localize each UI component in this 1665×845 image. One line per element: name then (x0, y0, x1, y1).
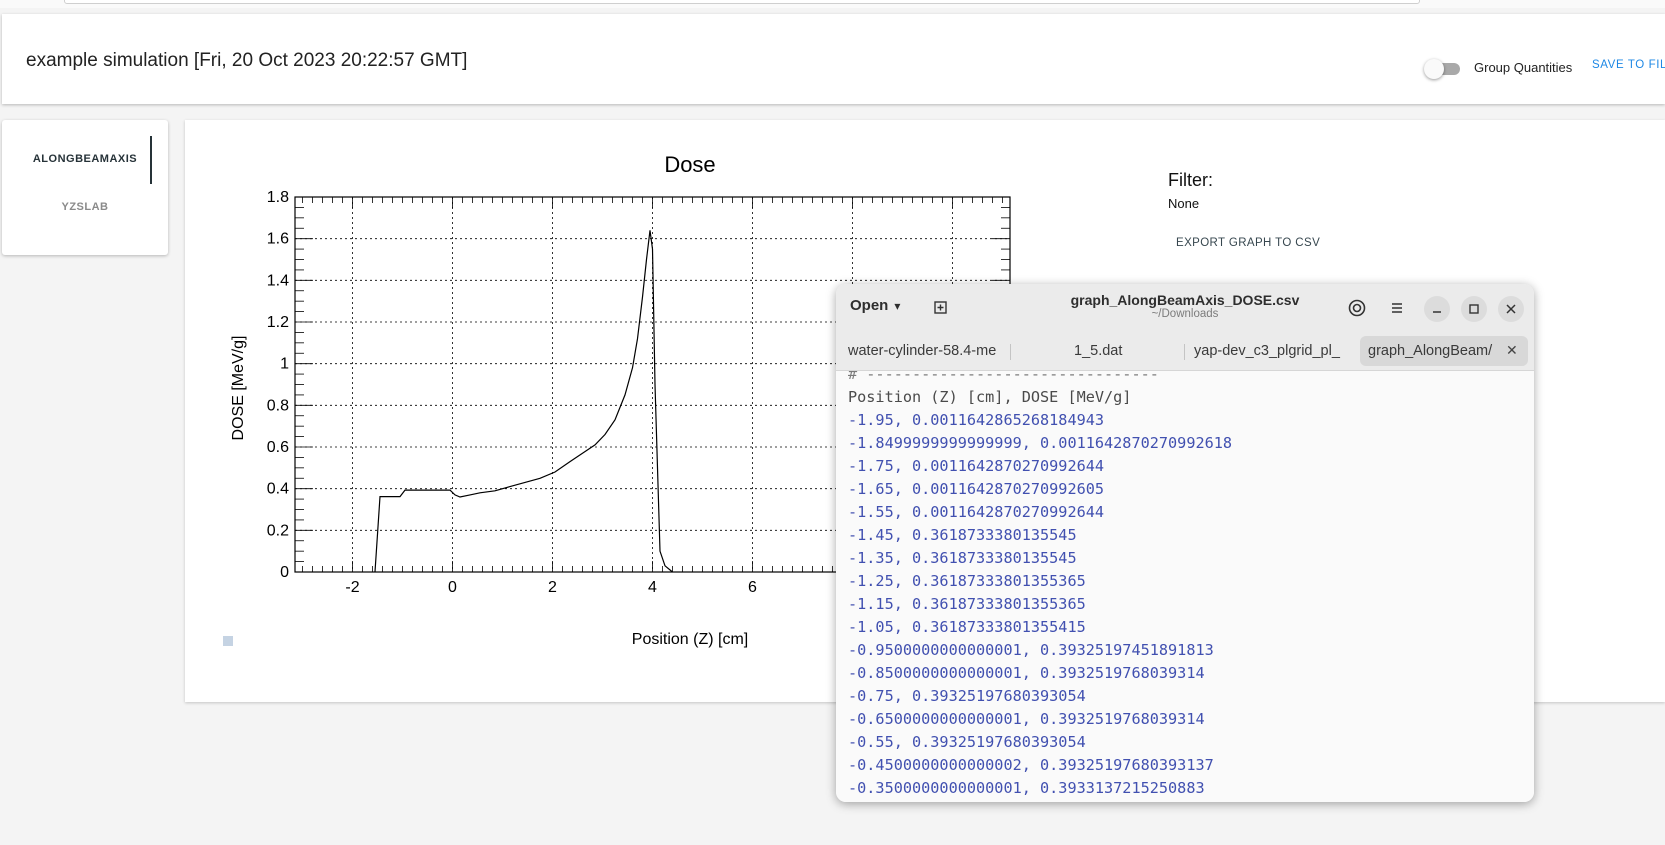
x-tick-label: 6 (748, 579, 757, 596)
x-tick-label: 4 (648, 579, 657, 596)
y-tick-label: 0.6 (267, 439, 289, 456)
y-tick-label: 1 (280, 356, 289, 373)
y-tick-label: 0.4 (267, 481, 289, 498)
csv-data-line: -0.9500000000000001, 0.39325197451891813 (848, 641, 1214, 659)
x-tick-label: -2 (345, 579, 359, 596)
editor-filepath: ~/Downloads (1151, 308, 1219, 320)
csv-data-line: -1.35, 0.3618733380135545 (848, 549, 1077, 567)
csv-data-line: -0.55, 0.39325197680393054 (848, 733, 1086, 751)
settings-icon[interactable] (1345, 296, 1369, 320)
csv-data-line: -0.8500000000000001, 0.3932519768039314 (848, 664, 1205, 682)
legend-marker (223, 636, 233, 646)
text-editor-window: Open ▾ graph_AlongBeamAxis_DOSE.csv ~/Dow… (836, 284, 1534, 802)
tab-separator (1010, 344, 1011, 360)
toggle-thumb (1424, 59, 1444, 79)
new-tab-icon[interactable] (932, 298, 950, 316)
y-axis-label: DOSE [MeV/g] (230, 336, 247, 441)
chart-title: Dose (664, 152, 715, 177)
open-button-label: Open (850, 297, 889, 314)
csv-data-line: -0.75, 0.39325197680393054 (848, 687, 1086, 705)
export-graph-csv-button[interactable]: EXPORT GRAPH TO CSV (1176, 237, 1321, 249)
csv-data-line: -0.6500000000000001, 0.3932519768039314 (848, 710, 1205, 728)
tab-alongbeamaxis[interactable]: ALONGBEAMAXIS (32, 153, 138, 165)
minimize-icon (1433, 311, 1441, 313)
tab-yzslab[interactable]: YZSLAB (61, 201, 109, 213)
editor-tab-bar: water-cylinder-58.4-me 1_5.dat yap-dev_c… (836, 330, 1534, 371)
filter-title: Filter: (1168, 170, 1213, 190)
save-to-file-button[interactable]: SAVE TO FILE (1592, 59, 1665, 71)
csv-content: # -------------------------------- Positi… (848, 371, 1232, 800)
editor-tab-4-label: graph_AlongBeam/ (1368, 343, 1493, 359)
editor-tab-3[interactable]: yap-dev_c3_plgrid_pl_ (1194, 343, 1340, 359)
editor-tab-2[interactable]: 1_5.dat (1074, 343, 1123, 359)
open-button[interactable]: Open ▾ (850, 297, 900, 314)
csv-data-line: -1.65, 0.0011642870270992605 (848, 480, 1105, 498)
editor-tab-1[interactable]: water-cylinder-58.4-me (848, 343, 997, 359)
csv-data-line: -1.95, 0.0011642865268184943 (848, 411, 1105, 429)
menu-icon[interactable] (1385, 296, 1409, 320)
close-button[interactable] (1498, 296, 1524, 322)
editor-text-area[interactable]: # -------------------------------- Positi… (836, 371, 1534, 802)
close-tab-icon[interactable]: ✕ (1506, 342, 1518, 358)
maximize-icon (1469, 304, 1479, 314)
csv-data-line: -1.05, 0.36187333801355415 (848, 618, 1086, 636)
minimize-button[interactable] (1424, 296, 1450, 322)
y-tick-label: 0 (280, 564, 289, 581)
csv-data-line: -1.45, 0.3618733380135545 (848, 526, 1077, 544)
maximize-button[interactable] (1461, 296, 1487, 322)
editor-tab-active[interactable]: graph_AlongBeam/ (1360, 336, 1528, 366)
estimator-tabs: ALONGBEAMAXIS YZSLAB (2, 120, 168, 255)
x-tick-label: 2 (548, 579, 557, 596)
csv-header-line: Position (Z) [cm], DOSE [MeV/g] (848, 388, 1132, 406)
csv-data-line: -1.8499999999999999, 0.00116428702709926… (848, 434, 1233, 452)
chart-tick-labels: -2 0 2 4 6 0 0.2 0.4 0.6 0.8 1 1.2 1.4 1.6 1.8 (267, 189, 757, 596)
y-tick-label: 1.2 (267, 314, 289, 331)
y-tick-label: 0.8 (267, 397, 289, 414)
series-line-dose (374, 230, 673, 573)
active-tab-indicator (150, 136, 152, 184)
y-tick-label: 1.6 (267, 231, 289, 248)
app-header: example simulation [Fri, 20 Oct 2023 20:… (2, 14, 1665, 104)
csv-data-line: -1.15, 0.36187333801355365 (848, 595, 1086, 613)
y-tick-label: 0.2 (267, 522, 289, 539)
address-bar-fragment (64, 0, 1420, 4)
close-icon (1506, 304, 1516, 314)
y-tick-label: 1.4 (267, 272, 289, 289)
editor-filename: graph_AlongBeamAxis_DOSE.csv (1070, 292, 1300, 308)
csv-data-line: -1.25, 0.36187333801355365 (848, 572, 1086, 590)
tab-separator (1184, 344, 1185, 360)
top-strip (0, 0, 1665, 8)
x-axis-label: Position (Z) [cm] (632, 631, 748, 648)
filter-value: None (1168, 196, 1200, 211)
csv-data-line: -1.75, 0.0011642870270992644 (848, 457, 1105, 475)
page-title: example simulation [Fri, 20 Oct 2023 20:… (26, 50, 468, 71)
chevron-down-icon: ▾ (894, 299, 901, 313)
csv-data-line: -0.4500000000000002, 0.39325197680393137 (848, 756, 1214, 774)
csv-comment-line: # -------------------------------- (848, 371, 1159, 383)
csv-data-line: -0.3500000000000001, 0.3933137215250883 (848, 779, 1205, 797)
csv-data-line: -1.55, 0.0011642870270992644 (848, 503, 1105, 521)
y-tick-label: 1.8 (267, 189, 289, 206)
editor-headerbar: Open ▾ graph_AlongBeamAxis_DOSE.csv ~/Dow… (836, 284, 1534, 330)
group-quantities-label: Group Quantities (1474, 60, 1573, 75)
x-tick-label: 0 (448, 579, 457, 596)
group-quantities-toggle[interactable] (1424, 58, 1462, 79)
